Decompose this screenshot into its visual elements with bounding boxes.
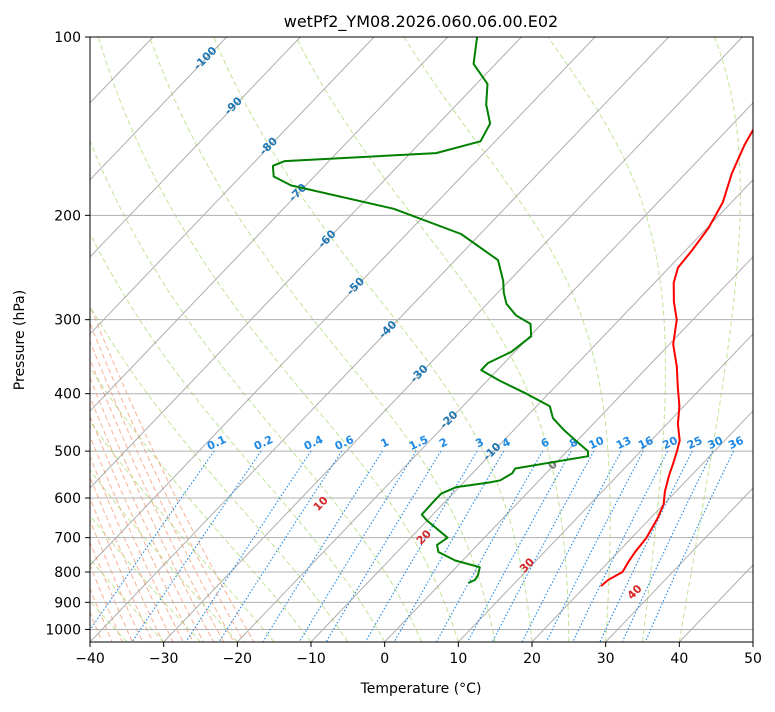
isotherm-line	[531, 410, 753, 642]
moist-adiabat-line	[90, 305, 349, 642]
isotherm-line	[310, 179, 753, 642]
temperature-profile-line	[600, 128, 753, 587]
moist-adiabat-line	[90, 139, 422, 642]
dry-adiabat-line	[90, 322, 245, 642]
isotherm-line	[163, 37, 743, 642]
y-tick-label: 500	[54, 444, 81, 460]
moist-adiabat-line	[149, 37, 496, 642]
x-tick-label: 20	[523, 651, 541, 667]
dewpoint-profile-line	[271, 37, 590, 584]
mixing-ratio-line	[218, 450, 343, 642]
mixing-ratio-line	[621, 450, 714, 642]
x-tick-label: −30	[149, 651, 179, 667]
moist-adiabat-line	[97, 37, 459, 642]
x-tick-label: 40	[670, 651, 688, 667]
moist-adiabat-line	[403, 37, 611, 642]
mixing-ratio-line	[435, 450, 544, 642]
y-tick-label: 200	[54, 208, 81, 224]
mixing-ratio-line	[262, 450, 383, 642]
mixing-ratio-label: 36	[726, 434, 746, 452]
mixing-ratio-line	[298, 450, 417, 642]
axis-layer: −40 −30 −20 −10 0 10 20 30 40 50 100 200 300 400 500 60…	[45, 30, 762, 667]
y-tick-label: 800	[54, 565, 81, 581]
isotherm-line	[90, 37, 375, 335]
isotherm-line	[605, 487, 753, 642]
mixing-ratio-label: 10	[587, 434, 607, 452]
y-tick-label: 900	[54, 595, 81, 611]
moist-adiabat-line	[295, 37, 570, 642]
dry-adiabat-line	[90, 376, 215, 642]
x-tick-label: 10	[449, 651, 467, 667]
moist-adiabat-line	[90, 366, 312, 642]
moist-adiabat-line	[547, 37, 666, 642]
x-tick-label: −20	[223, 651, 253, 667]
moist-adiabat-line	[90, 469, 238, 642]
mixing-ratio-line	[131, 450, 262, 642]
x-tick-label: −10	[296, 651, 326, 667]
mixing-ratio-line	[521, 450, 622, 642]
x-axis-label: Temperature (°C)	[360, 681, 482, 697]
x-tick-label: 0	[380, 651, 389, 667]
mixing-ratio-line	[572, 450, 668, 642]
dry-adiabat-line	[90, 518, 144, 642]
isotherm-line	[90, 37, 228, 181]
mixing-ratio-label: 30	[706, 434, 726, 452]
y-tick-label: 600	[54, 491, 81, 507]
isotherm-line	[90, 37, 670, 642]
y-axis-label: Pressure (hPa)	[12, 290, 28, 390]
moist-adiabat-line	[90, 558, 165, 642]
mixing-ratio-line	[185, 450, 312, 642]
moist-adiabat-line	[90, 514, 201, 642]
dry-adiabat-line	[90, 304, 255, 642]
mixing-ratio-label: 20	[660, 434, 680, 452]
chart-title: wetPf2_YM08.2026.060.06.00.E02	[284, 12, 558, 32]
isotherm-line	[90, 37, 596, 566]
dry-adiabat-line	[90, 497, 154, 642]
mixing-ratio-label: 16	[636, 434, 656, 452]
mixing-ratio-line	[599, 450, 693, 642]
mixing-ratio-line	[545, 450, 644, 642]
dry-adiabat-line	[90, 395, 204, 642]
isotherm-line	[90, 37, 301, 258]
plot-frame	[89, 36, 754, 643]
isotherm-line	[90, 37, 449, 412]
dry-adiabat-line	[90, 358, 225, 642]
mixing-ratio-line	[90, 450, 215, 632]
mixing-ratio-label: 13	[614, 434, 633, 452]
dry-adiabat-line	[90, 475, 164, 642]
x-tick-label: 50	[744, 651, 762, 667]
moist-adiabat-line	[213, 37, 533, 642]
isotherm-line	[457, 333, 753, 642]
y-tick-label: 300	[54, 313, 81, 329]
y-tick-label: 700	[54, 531, 81, 547]
mixing-ratio-line	[644, 450, 734, 642]
y-tick-label: 400	[54, 387, 81, 403]
mixing-ratio-line	[491, 450, 595, 642]
moist-adiabat-line	[678, 37, 741, 642]
mixing-ratio-line	[467, 450, 572, 642]
mixing-ratio-line	[325, 450, 442, 642]
y-tick-label: 100	[54, 30, 81, 46]
isotherm-line	[90, 37, 522, 489]
moist-adiabat-line	[90, 232, 386, 642]
x-tick-label: 30	[597, 651, 615, 667]
series-layer	[271, 37, 753, 587]
y-tick-label: 1000	[45, 622, 81, 638]
mixing-ratio-label: 25	[685, 434, 704, 452]
x-tick-label: −40	[75, 651, 105, 667]
